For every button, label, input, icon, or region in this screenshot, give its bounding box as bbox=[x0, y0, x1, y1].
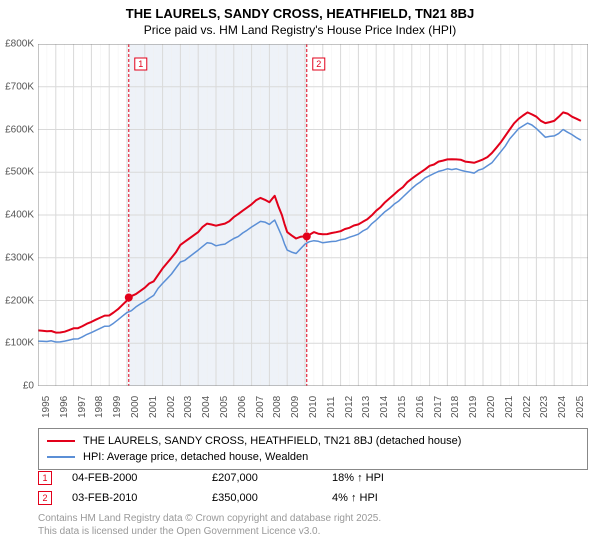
y-tick-label: £600K bbox=[0, 124, 34, 135]
x-tick-label: 2012 bbox=[344, 396, 355, 418]
x-tick-label: 2021 bbox=[504, 396, 515, 418]
y-tick-label: £0 bbox=[0, 381, 34, 392]
x-tick-label: 2007 bbox=[255, 396, 266, 418]
footer: Contains HM Land Registry data © Crown c… bbox=[38, 512, 381, 538]
x-tick-label: 2002 bbox=[166, 396, 177, 418]
x-tick-label: 2005 bbox=[219, 396, 230, 418]
y-axis-labels: £0£100K£200K£300K£400K£500K£600K£700K£80… bbox=[0, 44, 36, 386]
x-tick-label: 2004 bbox=[201, 396, 212, 418]
x-tick-label: 2014 bbox=[379, 396, 390, 418]
legend-row: HPI: Average price, detached house, Weal… bbox=[47, 449, 579, 465]
x-tick-label: 2001 bbox=[148, 396, 159, 418]
title-line1: THE LAURELS, SANDY CROSS, HEATHFIELD, TN… bbox=[0, 6, 600, 21]
title-line2: Price paid vs. HM Land Registry's House … bbox=[0, 21, 600, 37]
y-tick-label: £100K bbox=[0, 338, 34, 349]
x-tick-label: 2022 bbox=[522, 396, 533, 418]
y-tick-label: £200K bbox=[0, 295, 34, 306]
y-tick-label: £400K bbox=[0, 210, 34, 221]
legend-label: HPI: Average price, detached house, Weal… bbox=[83, 451, 308, 463]
x-tick-label: 2016 bbox=[415, 396, 426, 418]
x-tick-label: 2008 bbox=[272, 396, 283, 418]
sale-delta: 18% ↑ HPI bbox=[332, 472, 452, 484]
sale-price: £207,000 bbox=[212, 472, 332, 484]
legend-row: THE LAURELS, SANDY CROSS, HEATHFIELD, TN… bbox=[47, 433, 579, 449]
y-tick-label: £800K bbox=[0, 39, 34, 50]
x-tick-label: 2011 bbox=[326, 396, 337, 418]
x-tick-label: 2020 bbox=[486, 396, 497, 418]
legend-swatch bbox=[47, 440, 75, 442]
sale-marker: 1 bbox=[38, 471, 52, 485]
x-tick-label: 2019 bbox=[468, 396, 479, 418]
x-axis-labels: 1995 1996 1997 1998 1999 2000 2001 2002 2003 2004… bbox=[38, 388, 588, 428]
x-tick-label: 1996 bbox=[59, 396, 70, 418]
y-tick-label: £700K bbox=[0, 81, 34, 92]
sale-row: 2 03-FEB-2010£350,0004% ↑ HPI bbox=[38, 488, 588, 508]
x-tick-label: 2000 bbox=[130, 396, 141, 418]
x-tick-label: 1998 bbox=[94, 396, 105, 418]
x-tick-label: 2025 bbox=[575, 396, 586, 418]
legend-label: THE LAURELS, SANDY CROSS, HEATHFIELD, TN… bbox=[83, 435, 461, 447]
x-tick-label: 2015 bbox=[397, 396, 408, 418]
sale-price: £350,000 bbox=[212, 492, 332, 504]
x-tick-label: 2006 bbox=[237, 396, 248, 418]
footer-line1: Contains HM Land Registry data © Crown c… bbox=[38, 512, 381, 525]
x-tick-label: 2018 bbox=[450, 396, 461, 418]
x-tick-label: 2013 bbox=[361, 396, 372, 418]
legend: THE LAURELS, SANDY CROSS, HEATHFIELD, TN… bbox=[38, 428, 588, 470]
y-tick-label: £300K bbox=[0, 252, 34, 263]
chart-container: THE LAURELS, SANDY CROSS, HEATHFIELD, TN… bbox=[0, 0, 600, 560]
x-tick-label: 2024 bbox=[557, 396, 568, 418]
legend-swatch bbox=[47, 456, 75, 458]
y-tick-label: £500K bbox=[0, 167, 34, 178]
sale-date: 04-FEB-2000 bbox=[72, 472, 212, 484]
x-tick-label: 1997 bbox=[77, 396, 88, 418]
title-block: THE LAURELS, SANDY CROSS, HEATHFIELD, TN… bbox=[0, 0, 600, 37]
svg-text:1: 1 bbox=[138, 59, 143, 69]
svg-text:2: 2 bbox=[316, 59, 321, 69]
x-tick-label: 1999 bbox=[112, 396, 123, 418]
x-tick-label: 2017 bbox=[433, 396, 444, 418]
sale-row: 1 04-FEB-2000£207,00018% ↑ HPI bbox=[38, 468, 588, 488]
x-tick-label: 2003 bbox=[183, 396, 194, 418]
plot-area: 12 bbox=[38, 44, 588, 386]
x-tick-label: 2010 bbox=[308, 396, 319, 418]
x-tick-label: 1995 bbox=[41, 396, 52, 418]
x-tick-label: 2023 bbox=[539, 396, 550, 418]
x-tick-label: 2009 bbox=[290, 396, 301, 418]
sales-table: 1 04-FEB-2000£207,00018% ↑ HPI 2 03-FEB-201… bbox=[38, 468, 588, 508]
sale-marker: 2 bbox=[38, 491, 52, 505]
footer-line2: This data is licensed under the Open Gov… bbox=[38, 525, 381, 538]
sale-date: 03-FEB-2010 bbox=[72, 492, 212, 504]
sale-delta: 4% ↑ HPI bbox=[332, 492, 452, 504]
